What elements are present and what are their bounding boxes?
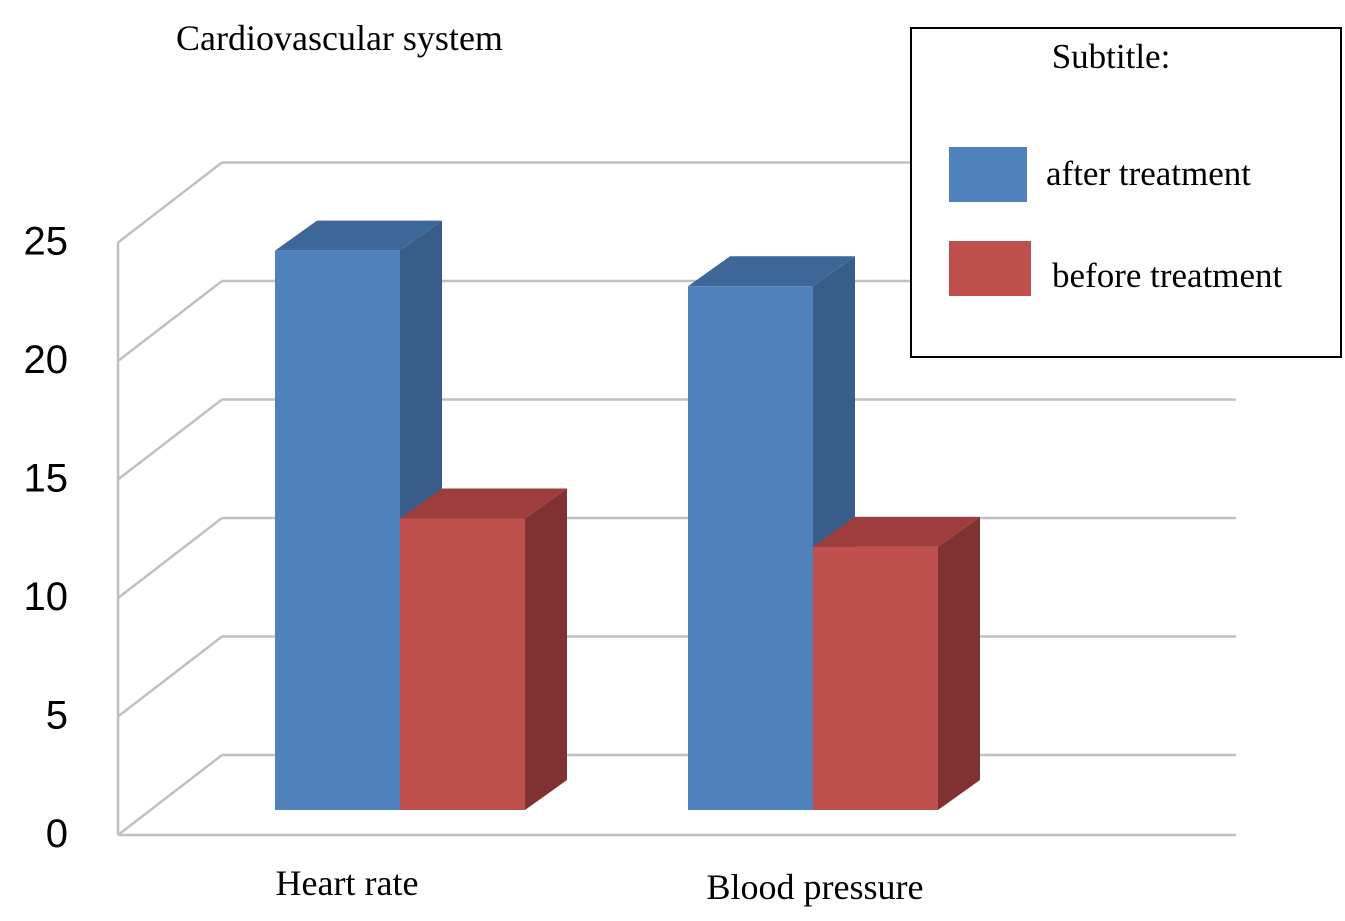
legend-title: Subtitle: [1052, 37, 1171, 76]
y-axis-ticks: 0 5 10 15 20 25 [24, 220, 69, 857]
bar-before-treatment-heart-rate [400, 488, 567, 810]
y-tick-label: 25 [24, 220, 69, 264]
legend-swatch-after-treatment [949, 147, 1027, 202]
bars [275, 220, 980, 811]
y-tick-label: 10 [24, 575, 69, 619]
legend-label-after-treatment: after treatment [1046, 154, 1251, 193]
x-tick-label: Heart rate [276, 863, 419, 903]
legend-swatch-before-treatment [949, 241, 1031, 296]
y-tick-label: 20 [24, 338, 69, 382]
y-tick-label: 0 [46, 812, 68, 856]
legend-label-before-treatment: before treatment [1052, 256, 1283, 295]
legend: Subtitle: after treatment before treatme… [910, 27, 1342, 358]
chart-title: Cardiovascular system [176, 18, 503, 58]
x-tick-label: Blood pressure [707, 867, 924, 907]
y-tick-label: 5 [46, 694, 68, 738]
bar-before-treatment-blood-pressure [813, 516, 980, 810]
y-tick-label: 15 [24, 457, 69, 501]
x-axis-labels: Heart rate Blood pressure [276, 863, 924, 907]
